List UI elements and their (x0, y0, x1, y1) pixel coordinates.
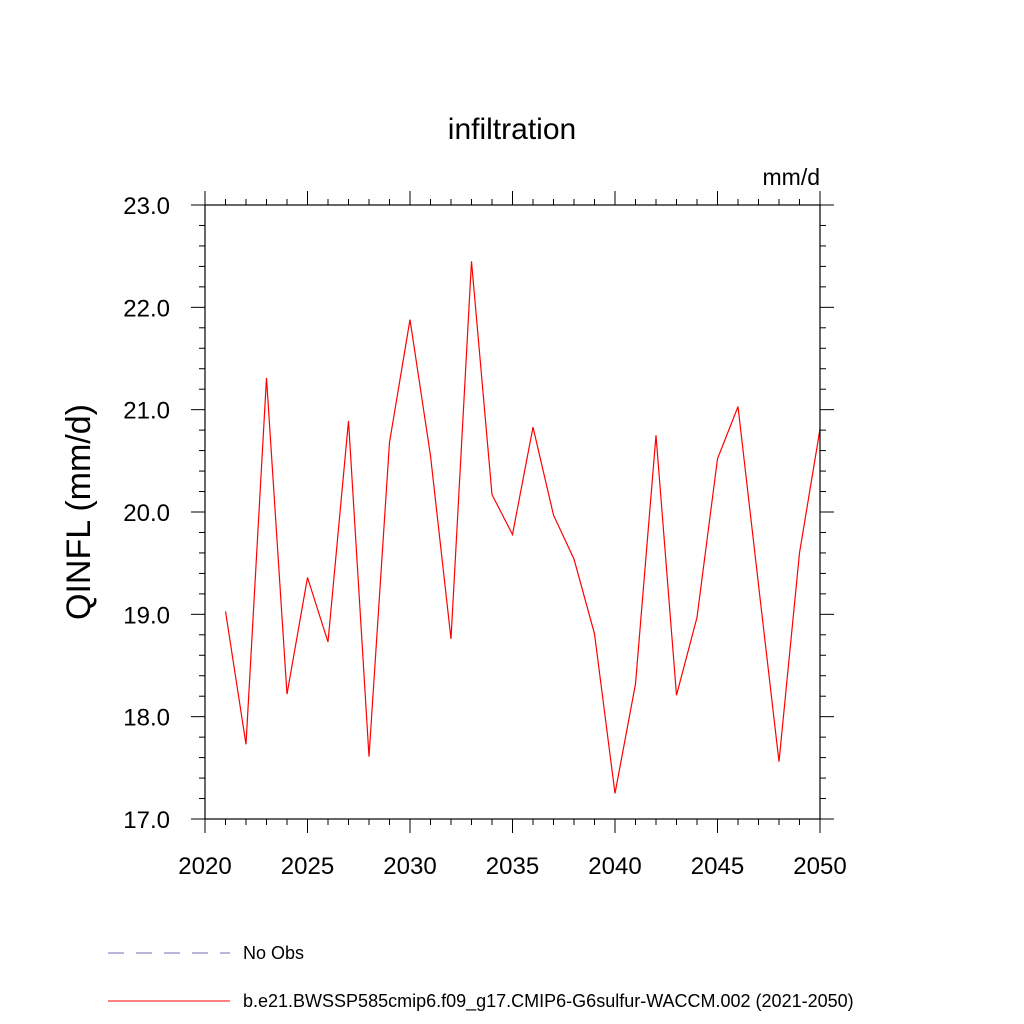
y-tick-label: 20.0 (123, 500, 170, 527)
y-tick-label: 19.0 (123, 602, 170, 629)
x-tick-label: 2030 (383, 853, 436, 880)
minor-ticks (199, 199, 826, 825)
units-label: mm/d (763, 164, 821, 190)
y-tick-label: 22.0 (123, 295, 170, 322)
y-tick-label: 18.0 (123, 705, 170, 732)
y-tick-label: 17.0 (123, 807, 170, 834)
x-tick-label: 2020 (178, 853, 231, 880)
y-tick-label: 23.0 (123, 193, 170, 220)
x-tick-label: 2025 (281, 853, 334, 880)
series-line (224, 261, 821, 794)
tick-labels: 2020 2025 2030 2035 2040 2045 2050 17.0 18.0 19.0… (123, 193, 846, 880)
y-tick-label: 21.0 (123, 398, 170, 425)
legend-label-no-obs: No Obs (243, 943, 304, 963)
x-tick-label: 2040 (588, 853, 641, 880)
x-tick-label: 2035 (486, 853, 539, 880)
major-ticks (191, 191, 834, 833)
legend-label-model-run: b.e21.BWSSP585cmip6.f09_g17.CMIP6-G6sulf… (243, 991, 854, 1012)
series-layer (224, 261, 821, 794)
x-tick-label: 2050 (793, 853, 846, 880)
y-axis-label: QINFL (mm/d) (60, 404, 98, 620)
chart-title: infiltration (448, 113, 576, 146)
x-tick-label: 2045 (691, 853, 744, 880)
plot-frame (204, 204, 821, 820)
legend: No Obs b.e21.BWSSP585cmip6.f09_g17.CMIP6… (108, 943, 854, 1012)
